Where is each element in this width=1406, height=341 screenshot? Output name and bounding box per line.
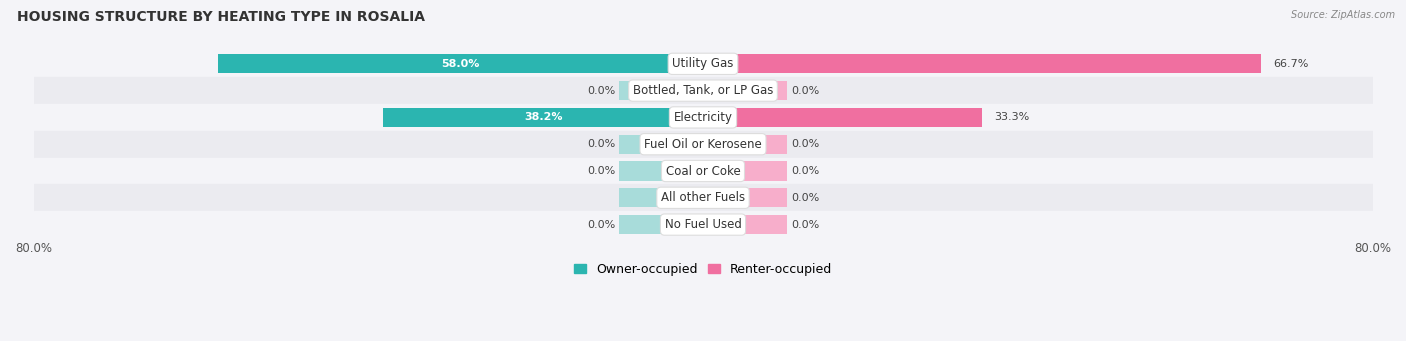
Bar	[619, 161, 703, 181]
Text: 66.7%: 66.7%	[1274, 59, 1309, 69]
Text: Bottled, Tank, or LP Gas: Bottled, Tank, or LP Gas	[633, 84, 773, 97]
Bar	[619, 81, 703, 100]
Bar	[703, 188, 787, 207]
Text: 0.0%: 0.0%	[790, 193, 820, 203]
Text: All other Fuels: All other Fuels	[661, 191, 745, 204]
Text: 33.3%: 33.3%	[994, 113, 1029, 122]
Bar	[703, 81, 787, 100]
Bar	[34, 50, 1372, 77]
Text: 0.0%: 0.0%	[790, 166, 820, 176]
Text: No Fuel Used: No Fuel Used	[665, 218, 741, 231]
Bar	[34, 158, 1372, 184]
Text: 0.0%: 0.0%	[790, 139, 820, 149]
Bar	[619, 108, 703, 127]
Bar	[671, 188, 703, 207]
Bar	[619, 135, 703, 154]
Bar	[703, 161, 787, 181]
Text: 0.0%: 0.0%	[586, 139, 616, 149]
Bar	[703, 54, 787, 73]
Text: 0.0%: 0.0%	[790, 86, 820, 95]
Text: Fuel Oil or Kerosene: Fuel Oil or Kerosene	[644, 138, 762, 151]
Text: 3.9%: 3.9%	[671, 193, 702, 203]
Bar	[619, 54, 703, 73]
Text: 58.0%: 58.0%	[441, 59, 479, 69]
Bar	[34, 131, 1372, 158]
Bar	[34, 104, 1372, 131]
Text: 0.0%: 0.0%	[586, 166, 616, 176]
Bar	[34, 211, 1372, 238]
Bar	[34, 77, 1372, 104]
Bar	[34, 184, 1372, 211]
Bar	[703, 108, 981, 127]
Text: 0.0%: 0.0%	[790, 220, 820, 229]
Text: 38.2%: 38.2%	[524, 113, 562, 122]
Text: 0.0%: 0.0%	[586, 86, 616, 95]
Text: Utility Gas: Utility Gas	[672, 57, 734, 70]
Text: Electricity: Electricity	[673, 111, 733, 124]
Bar	[619, 188, 703, 207]
Bar	[703, 215, 787, 234]
Legend: Owner-occupied, Renter-occupied: Owner-occupied, Renter-occupied	[568, 258, 838, 281]
Text: Source: ZipAtlas.com: Source: ZipAtlas.com	[1291, 10, 1395, 20]
Text: Coal or Coke: Coal or Coke	[665, 164, 741, 178]
Text: 0.0%: 0.0%	[586, 220, 616, 229]
Bar	[703, 108, 787, 127]
Text: HOUSING STRUCTURE BY HEATING TYPE IN ROSALIA: HOUSING STRUCTURE BY HEATING TYPE IN ROS…	[17, 10, 425, 24]
Bar	[703, 54, 1261, 73]
Bar	[703, 135, 787, 154]
Bar	[619, 215, 703, 234]
Bar	[218, 54, 703, 73]
Bar	[384, 108, 703, 127]
